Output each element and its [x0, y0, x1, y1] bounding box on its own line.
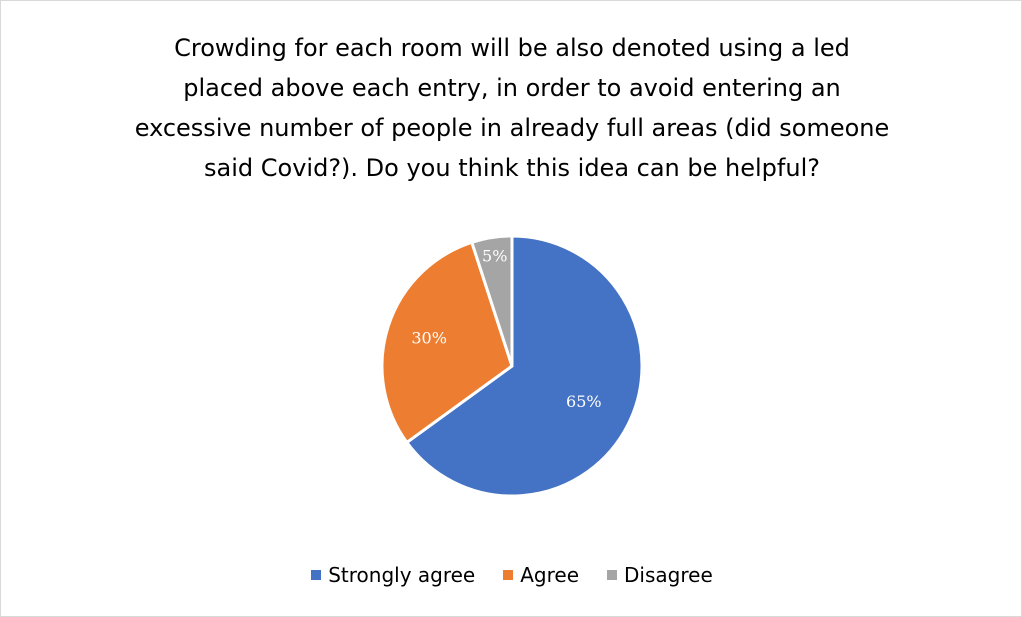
pie-chart: 65% 30% 5%	[380, 234, 644, 498]
legend-label-disagree: Disagree	[624, 563, 713, 587]
chart-legend: Strongly agree Agree Disagree	[1, 563, 1022, 587]
legend-label-strongly-agree: Strongly agree	[328, 563, 476, 587]
chart-title-line: said Covid?). Do you think this idea can…	[204, 154, 820, 182]
legend-label-agree: Agree	[520, 563, 580, 587]
pie-label-disagree: 5%	[482, 246, 507, 265]
chart-title-line: excessive number of people in already fu…	[134, 114, 890, 142]
chart-title-line: Crowding for each room will be also deno…	[174, 34, 850, 62]
legend-item-strongly-agree: Strongly agree	[311, 563, 475, 587]
pie-label-strongly-agree: 65%	[566, 392, 602, 411]
legend-item-disagree: Disagree	[607, 563, 713, 587]
legend-swatch-disagree	[607, 570, 618, 580]
legend-swatch-strongly-agree	[311, 570, 322, 580]
chart-title: Crowding for each room will be also deno…	[101, 28, 923, 188]
pie-label-agree: 30%	[411, 329, 447, 348]
legend-swatch-agree	[503, 570, 514, 580]
pie-slice-strongly-agree	[405, 234, 644, 498]
chart-title-line: placed above each entry, in order to avo…	[183, 74, 841, 102]
pie-slice-disagree	[470, 234, 514, 368]
pie-slice-agree	[380, 240, 514, 444]
legend-item-agree: Agree	[503, 563, 579, 587]
